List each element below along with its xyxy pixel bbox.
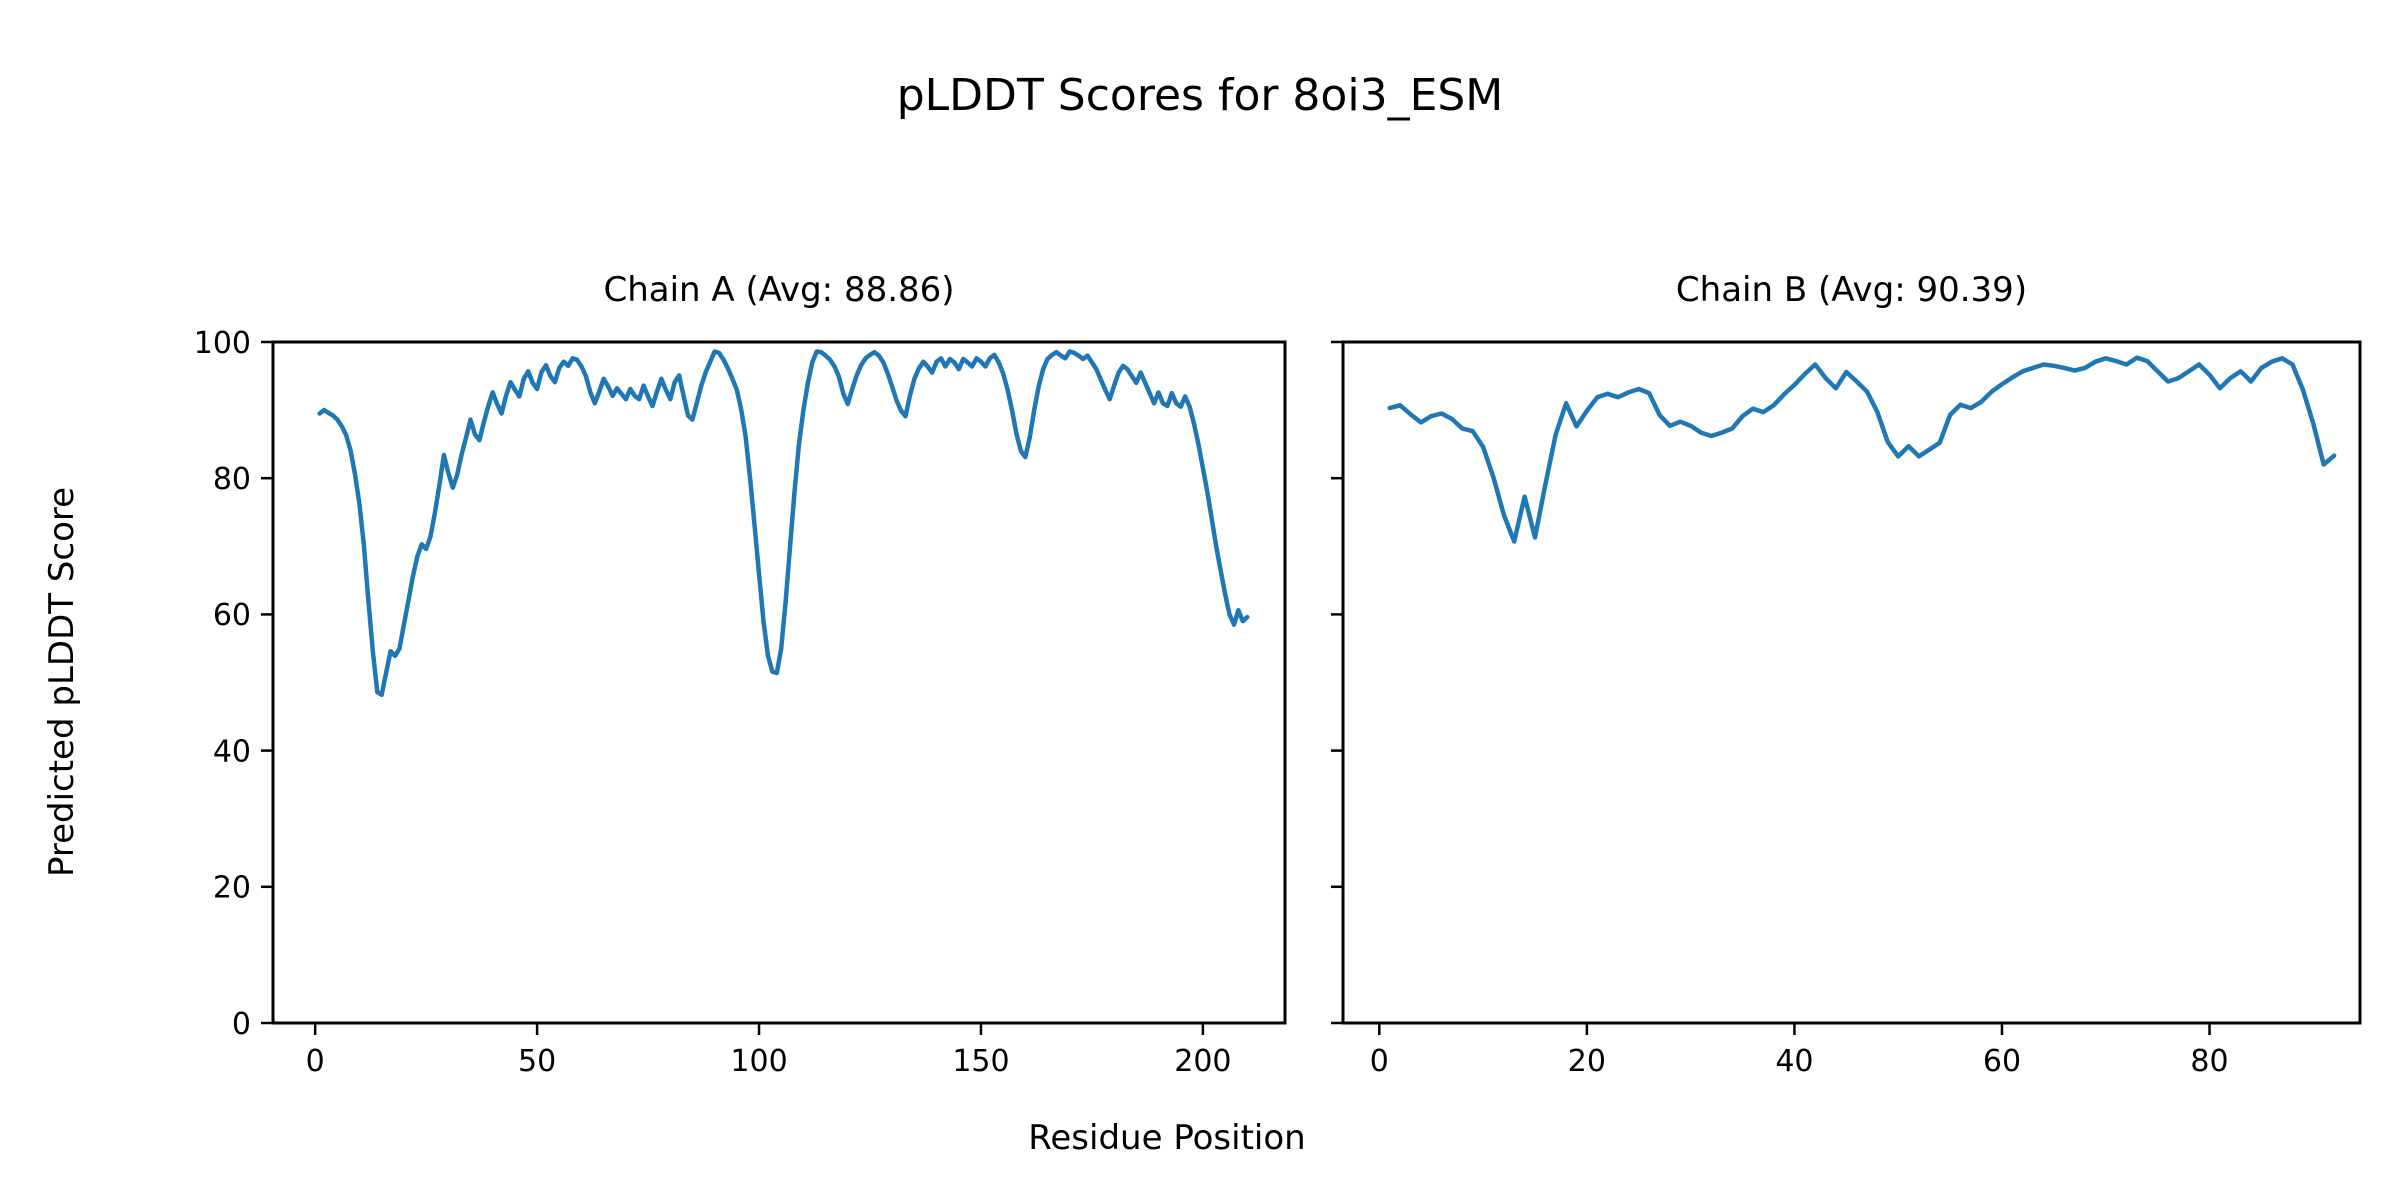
x-tick-label: 0 bbox=[306, 1044, 325, 1079]
chain-a-line bbox=[317, 349, 1250, 698]
y-tick-label: 60 bbox=[213, 598, 251, 633]
x-tick-label: 50 bbox=[518, 1044, 556, 1079]
axes-box bbox=[271, 340, 1287, 1025]
x-tick-label: 60 bbox=[1983, 1044, 2021, 1079]
x-tick-label: 200 bbox=[1174, 1044, 1231, 1079]
figure-title: pLDDT Scores for 8oi3_ESM bbox=[896, 70, 1504, 121]
y-tick-label: 40 bbox=[213, 734, 251, 769]
y-tick-label: 0 bbox=[232, 1007, 251, 1042]
axes-box bbox=[1341, 340, 2362, 1025]
x-tick-label: 20 bbox=[1568, 1044, 1606, 1079]
chain-b-plot: 0 20 40 60 80 bbox=[1331, 340, 2362, 1079]
x-tick-label: 40 bbox=[1775, 1044, 1813, 1079]
y-tick-label: 80 bbox=[213, 462, 251, 497]
x-tick-label: 0 bbox=[1370, 1044, 1389, 1079]
chain-b-title: Chain B (Avg: 90.39) bbox=[1675, 270, 2028, 310]
x-axis-label: Residue Position bbox=[1028, 1118, 1306, 1158]
chain-a-title: Chain A (Avg: 88.86) bbox=[603, 270, 955, 310]
y-tick-label: 100 bbox=[194, 326, 251, 361]
chain-a-plot: 0 50 100 150 200 0 20 40 60 80 100 bbox=[194, 326, 1287, 1079]
x-tick-label: 150 bbox=[952, 1044, 1009, 1079]
x-tick-label: 100 bbox=[730, 1044, 787, 1079]
y-tick-label: 20 bbox=[213, 871, 251, 906]
x-tick-label: 80 bbox=[2190, 1044, 2228, 1079]
chain-b-line bbox=[1387, 355, 2337, 544]
